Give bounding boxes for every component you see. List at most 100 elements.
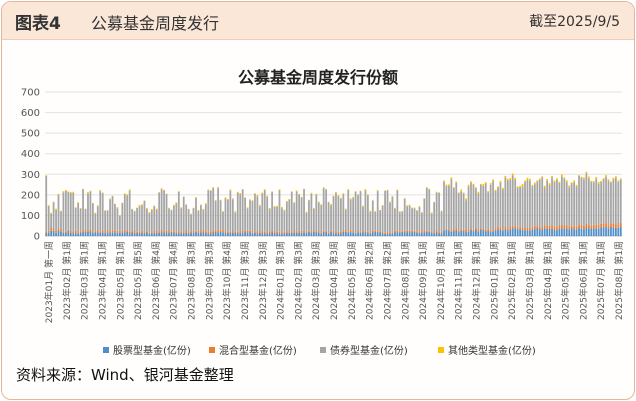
bar-segment-4 bbox=[366, 194, 369, 196]
bar-segment-1 bbox=[241, 233, 244, 236]
bar-segment-2 bbox=[111, 230, 114, 233]
bar-segment-1 bbox=[335, 233, 337, 236]
bar-segment-2 bbox=[421, 231, 423, 234]
bar-segment-2 bbox=[565, 225, 568, 229]
bar-segment-4 bbox=[160, 188, 163, 190]
bar-segment-2 bbox=[619, 222, 622, 227]
bar-segment-3 bbox=[138, 206, 141, 232]
bar-segment-1 bbox=[239, 232, 242, 236]
bar-segment-3 bbox=[384, 190, 386, 233]
bar-segment-4 bbox=[617, 180, 620, 182]
bar-segment-4 bbox=[288, 198, 291, 200]
bar-segment-1 bbox=[111, 232, 114, 236]
bar-segment-4 bbox=[548, 183, 551, 185]
bar-segment-4 bbox=[175, 202, 178, 204]
bar-segment-4 bbox=[460, 189, 463, 192]
bar-segment-4 bbox=[300, 196, 303, 198]
bar-segment-1 bbox=[268, 233, 271, 236]
bar-segment-2 bbox=[425, 230, 428, 232]
bar-segment-3 bbox=[366, 195, 369, 232]
bar-segment-1 bbox=[45, 232, 48, 236]
bar-segment-3 bbox=[219, 200, 222, 230]
bar-segment-4 bbox=[445, 184, 448, 187]
bar-segment-1 bbox=[170, 232, 173, 236]
legend-item-stock: 股票型基金(亿份) bbox=[103, 342, 191, 357]
bar-segment-4 bbox=[475, 187, 477, 189]
bar-segment-2 bbox=[192, 230, 195, 233]
bar-segment-1 bbox=[438, 233, 440, 236]
bar-segment-1 bbox=[457, 232, 460, 236]
legend-item-mixed: 混合型基金(亿份) bbox=[209, 342, 297, 357]
bar-segment-4 bbox=[553, 180, 556, 182]
x-tick-label: 2024年05月 第3周 bbox=[346, 241, 358, 320]
bar-segment-2 bbox=[207, 231, 210, 234]
bar-segment-1 bbox=[543, 228, 546, 236]
bar-segment-2 bbox=[121, 230, 124, 233]
bar-segment-4 bbox=[89, 190, 92, 192]
bar-segment-1 bbox=[337, 233, 340, 236]
bar-segment-4 bbox=[443, 180, 445, 182]
bar-segment-2 bbox=[84, 229, 87, 232]
bar-segment-2 bbox=[366, 231, 369, 234]
bar-segment-3 bbox=[470, 182, 472, 229]
bar-segment-1 bbox=[131, 232, 134, 236]
x-tick-label: 2023年05月 第1周 bbox=[114, 241, 126, 320]
bar-segment-2 bbox=[371, 230, 374, 233]
bar-segment-3 bbox=[440, 211, 443, 233]
bar-segment-1 bbox=[475, 229, 477, 236]
bar-segment-4 bbox=[352, 196, 355, 199]
bar-segment-1 bbox=[293, 232, 296, 236]
bar-segment-1 bbox=[283, 233, 286, 236]
bar-segment-2 bbox=[379, 231, 382, 233]
bar-segment-1 bbox=[204, 232, 207, 236]
y-tick-label: 0 bbox=[34, 232, 40, 243]
bar-segment-2 bbox=[597, 225, 600, 229]
bar-segment-2 bbox=[435, 230, 438, 233]
bar-segment-3 bbox=[231, 199, 234, 232]
bar-segment-3 bbox=[303, 189, 305, 232]
bar-segment-2 bbox=[214, 229, 217, 232]
bar-segment-2 bbox=[128, 231, 131, 234]
bar-segment-4 bbox=[209, 190, 212, 191]
bar-segment-2 bbox=[394, 230, 396, 233]
bar-segment-3 bbox=[546, 180, 548, 227]
legend-swatch-mixed bbox=[209, 347, 215, 353]
bar-segment-2 bbox=[106, 230, 109, 233]
bar-segment-3 bbox=[467, 186, 470, 231]
bar-segment-2 bbox=[359, 231, 362, 233]
bar-segment-2 bbox=[77, 232, 80, 234]
bar-segment-4 bbox=[224, 197, 227, 199]
bar-segment-2 bbox=[281, 232, 283, 234]
bar-segment-4 bbox=[320, 204, 323, 206]
bar-segment-2 bbox=[494, 228, 497, 231]
bar-segment-2 bbox=[119, 232, 121, 234]
bar-segment-3 bbox=[315, 194, 318, 232]
bar-segment-4 bbox=[435, 191, 438, 193]
bar-segment-1 bbox=[185, 232, 188, 236]
bar-segment-2 bbox=[241, 231, 244, 234]
bar-segment-3 bbox=[531, 186, 534, 228]
bar-segment-3 bbox=[209, 190, 212, 232]
bar-segment-3 bbox=[541, 177, 544, 228]
bar-segment-3 bbox=[435, 192, 438, 231]
bar-segment-1 bbox=[57, 230, 60, 236]
y-tick-label: 100 bbox=[21, 211, 40, 222]
bar-segment-1 bbox=[465, 232, 467, 236]
bar-segment-2 bbox=[374, 230, 377, 232]
bar-segment-2 bbox=[89, 229, 92, 232]
bar-segment-3 bbox=[180, 208, 183, 232]
bar-segment-3 bbox=[89, 191, 92, 230]
bar-segment-3 bbox=[295, 191, 298, 232]
bar-segment-3 bbox=[482, 185, 485, 229]
bar-segment-3 bbox=[239, 194, 242, 232]
bar-segment-2 bbox=[273, 231, 276, 233]
bar-segment-2 bbox=[433, 232, 436, 234]
bar-segment-1 bbox=[521, 229, 524, 236]
bar-segment-3 bbox=[556, 179, 558, 228]
bar-segment-1 bbox=[497, 229, 499, 236]
bar-segment-4 bbox=[563, 177, 566, 179]
bar-segment-3 bbox=[224, 198, 227, 232]
bar-segment-2 bbox=[308, 230, 310, 232]
bar-segment-3 bbox=[359, 191, 362, 232]
bar-segment-1 bbox=[619, 226, 622, 236]
